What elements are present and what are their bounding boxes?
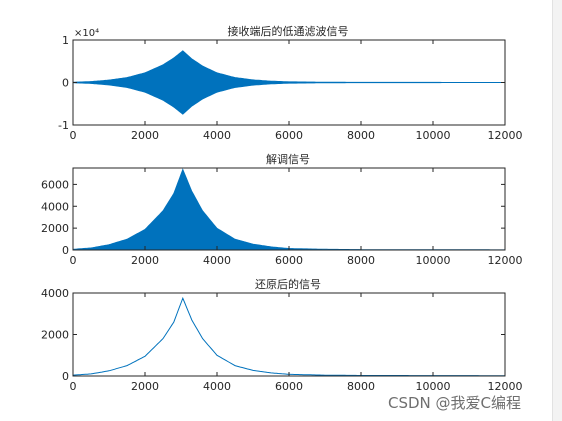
x-tick-label: 12000 <box>488 129 523 142</box>
x-tick-label: 6000 <box>275 380 303 393</box>
x-tick-label: 0 <box>70 380 77 393</box>
x-tick-label: 0 <box>70 129 77 142</box>
x-tick-label: 10000 <box>416 254 451 267</box>
y-tick-label: 1 <box>62 34 69 47</box>
window-edge-strip <box>552 0 562 421</box>
y-tick-label: -1 <box>58 119 69 132</box>
signal-envelope-demodulated <box>72 168 506 251</box>
chart-title-lowpass: 接收端后的低通滤波信号 <box>228 24 349 38</box>
signal-line-restored <box>72 296 505 377</box>
x-tick-label: 10000 <box>416 129 451 142</box>
x-tick-label: 8000 <box>347 380 375 393</box>
x-tick-label: 12000 <box>488 254 523 267</box>
x-tick-label: 12000 <box>488 380 523 393</box>
y-tick-label: 2000 <box>41 222 69 235</box>
chart-title-demodulated: 解调信号 <box>266 152 310 166</box>
y-tick-label: 0 <box>62 77 69 90</box>
y-tick-label: 0 <box>62 370 69 383</box>
chart-title-restored: 还原后的信号 <box>255 277 321 291</box>
y-tick-label: 4000 <box>41 200 69 213</box>
y-tick-label: 6000 <box>41 178 69 191</box>
watermark: CSDN @我爱C编程 <box>388 394 522 412</box>
y-exponent-label: ×10⁴ <box>74 28 99 39</box>
x-tick-label: 0 <box>70 254 77 267</box>
x-tick-label: 4000 <box>203 129 231 142</box>
x-tick-label: 8000 <box>347 254 375 267</box>
y-tick-label: 4000 <box>41 287 69 300</box>
x-tick-label: 6000 <box>275 254 303 267</box>
x-tick-label: 2000 <box>131 129 159 142</box>
x-tick-label: 10000 <box>416 380 451 393</box>
x-tick-label: 8000 <box>347 129 375 142</box>
axes-restored-signal: 还原后的信号 0 2000 4000 6000 8000 10000 12000 0 2000 4… <box>41 277 523 393</box>
x-tick-label: 2000 <box>131 380 159 393</box>
x-tick-label: 2000 <box>131 254 159 267</box>
axes-demodulated-signal: 解调信号 0 2000 4000 6000 8000 10000 12000 0 2000 400… <box>41 152 523 267</box>
axes-lowpass-signal: 接收端后的低通滤波信号 0 2000 4000 6000 8000 10000 12000 -… <box>58 24 522 142</box>
y-tick-label: 0 <box>62 244 69 257</box>
x-tick-label: 6000 <box>275 129 303 142</box>
axes-frame <box>72 292 506 377</box>
x-tick-label: 4000 <box>203 254 231 267</box>
x-tick-label: 4000 <box>203 380 231 393</box>
y-tick-label: 2000 <box>41 329 69 342</box>
